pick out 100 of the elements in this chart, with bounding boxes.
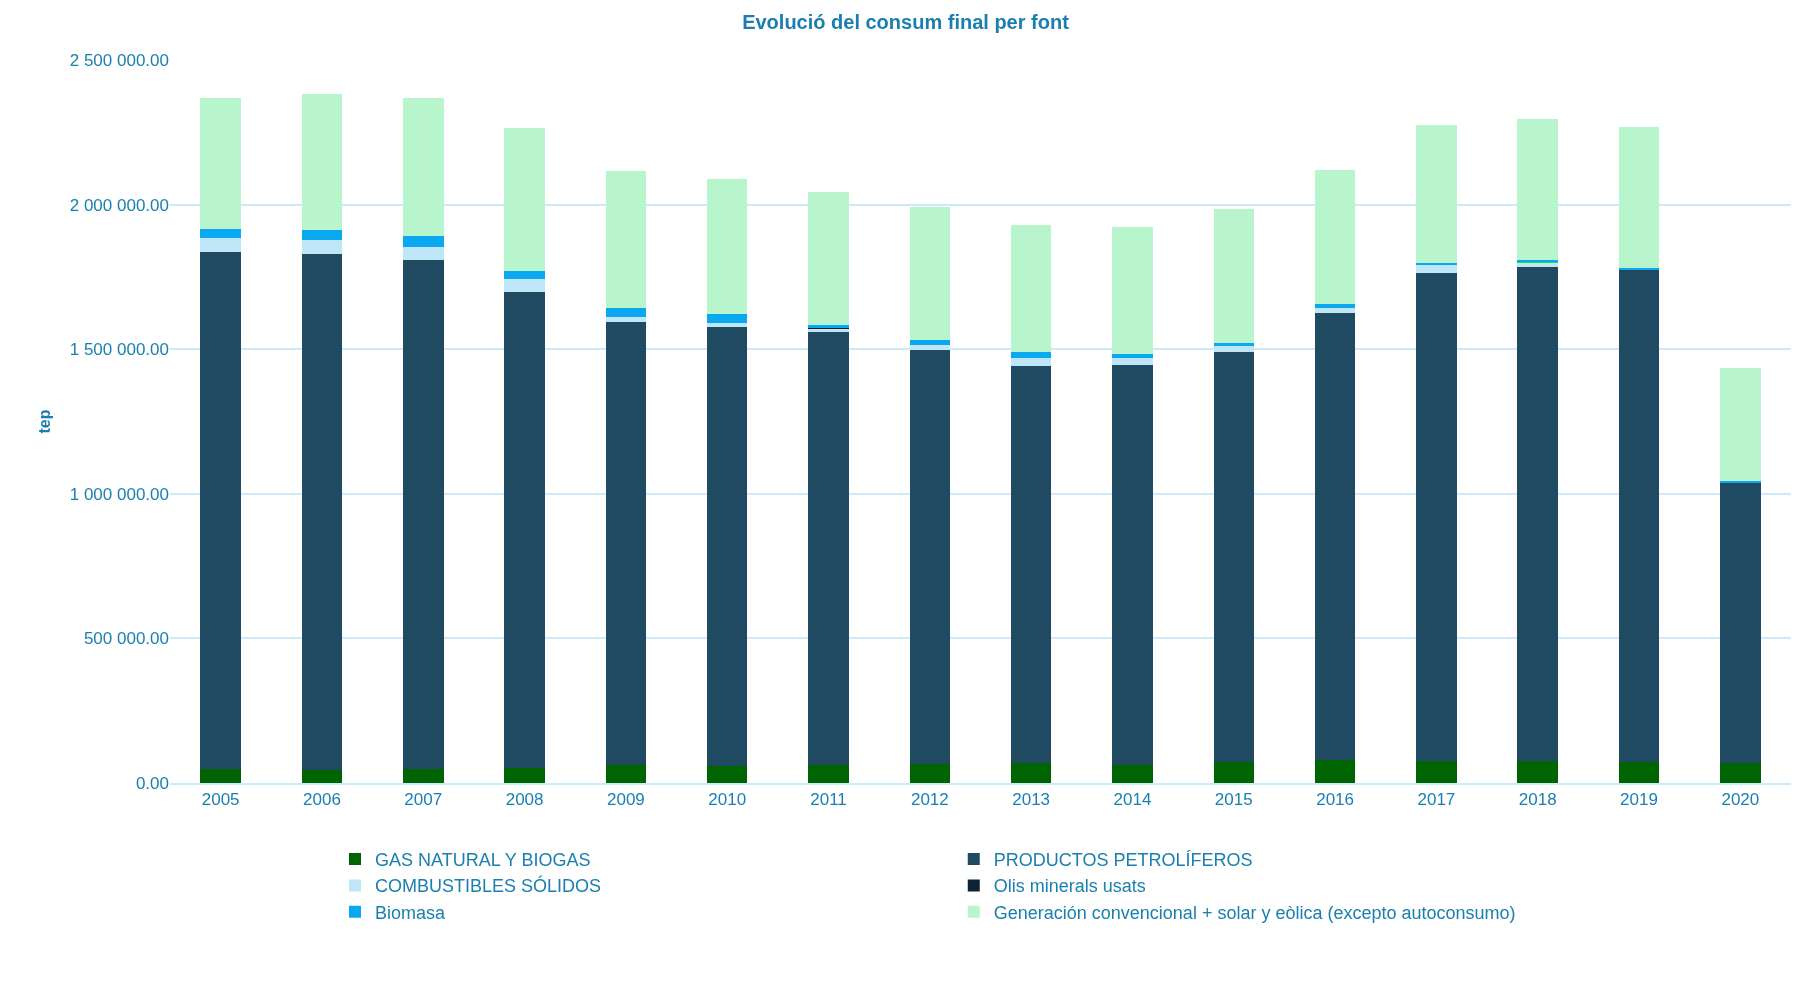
y-tick-label: 2 000 000.00 [69,195,169,215]
bar [1618,270,1660,762]
bar [1213,351,1255,762]
y-tick-label: 1 000 000.00 [69,484,169,504]
bar [403,246,444,261]
bar [605,765,647,783]
x-tick-label: 2011 [810,790,847,810]
bar [1618,268,1660,271]
bar [504,279,545,292]
bar [200,238,241,253]
bar [1010,224,1052,353]
bar [1517,118,1558,260]
x-tick-label: 2006 [303,790,341,810]
bar [605,317,647,322]
bar [1314,169,1356,304]
bar [1010,365,1052,764]
bar [1416,265,1457,273]
bar [1618,126,1660,269]
bar [1112,353,1153,358]
bar [403,769,444,783]
bar [1314,312,1356,760]
bar [1213,345,1255,352]
bar [1416,761,1457,783]
bar [1213,208,1255,343]
bar [403,260,444,770]
x-tick-label: 2017 [1417,790,1456,810]
bar [1010,352,1052,358]
bar [1010,763,1052,783]
bar [1720,483,1761,764]
bar [706,326,748,766]
bar [200,229,241,239]
x-tick-label: 2009 [607,790,645,810]
bar [1314,303,1356,308]
y-tick-label: 500 000.00 [83,629,169,649]
bar [504,291,545,768]
bar [706,313,748,324]
x-tick-label: 2010 [708,790,747,810]
y-tick-label: 1 500 000.00 [69,340,169,360]
legend-label: PRODUCTOS PETROLÍFEROS [993,850,1253,871]
x-tick-label: 2018 [1518,790,1557,810]
legend-label: Generación convencional + solar y eòlica (excepto autoconsumo) [993,902,1516,923]
bar [808,765,849,783]
bar [1213,761,1255,783]
bar [706,179,748,314]
bar [1720,368,1761,482]
bar [706,323,748,327]
bar [1314,307,1356,313]
y-tick-label: 0.00 [135,773,169,793]
bar [1213,342,1255,346]
bar [1314,759,1356,783]
x-tick-label: 2008 [505,790,544,810]
bar [200,97,241,230]
bar [1720,763,1761,783]
bar [909,339,951,345]
bar [301,240,343,255]
bar [301,770,343,783]
x-tick-label: 2005 [201,790,240,810]
bar [1112,357,1153,365]
bar [504,767,545,783]
x-tick-label: 2020 [1721,790,1760,810]
bar [301,94,343,231]
bar [909,206,951,340]
bar [200,252,241,770]
bar [605,321,647,766]
y-axis-title: tep [35,409,53,434]
x-tick-label: 2007 [404,790,443,810]
bar [1720,481,1761,484]
chart-title: Evolució del consum final per font [742,10,1070,33]
bar [1112,226,1153,354]
bar [403,236,444,247]
bar [301,254,343,771]
bar [909,763,951,783]
x-tick-label: 2016 [1316,790,1354,810]
bar [605,171,647,308]
bar [1010,357,1052,366]
bar [1517,267,1558,762]
y-tick-label: 2 500 000.00 [69,50,169,70]
bar [605,307,647,318]
bar [200,769,241,783]
bar [1416,124,1457,264]
legend-label: GAS NATURAL Y BIOGAS [375,850,591,871]
bar [403,98,444,237]
bar [301,230,343,241]
bar [1517,761,1558,783]
bar [504,127,545,271]
bar [1112,364,1153,766]
x-tick-label: 2015 [1214,790,1253,810]
bar [1416,263,1457,266]
bar [504,270,545,280]
x-tick-label: 2012 [910,790,949,810]
x-tick-label: 2013 [1012,790,1051,810]
legend-label: Biomasa [375,902,447,923]
bar [1618,761,1660,783]
bar [909,344,951,350]
x-tick-label: 2014 [1113,790,1152,810]
bar [808,192,849,325]
bar [1416,272,1457,762]
bar [909,349,951,764]
bar [808,331,849,766]
bar [706,765,748,783]
